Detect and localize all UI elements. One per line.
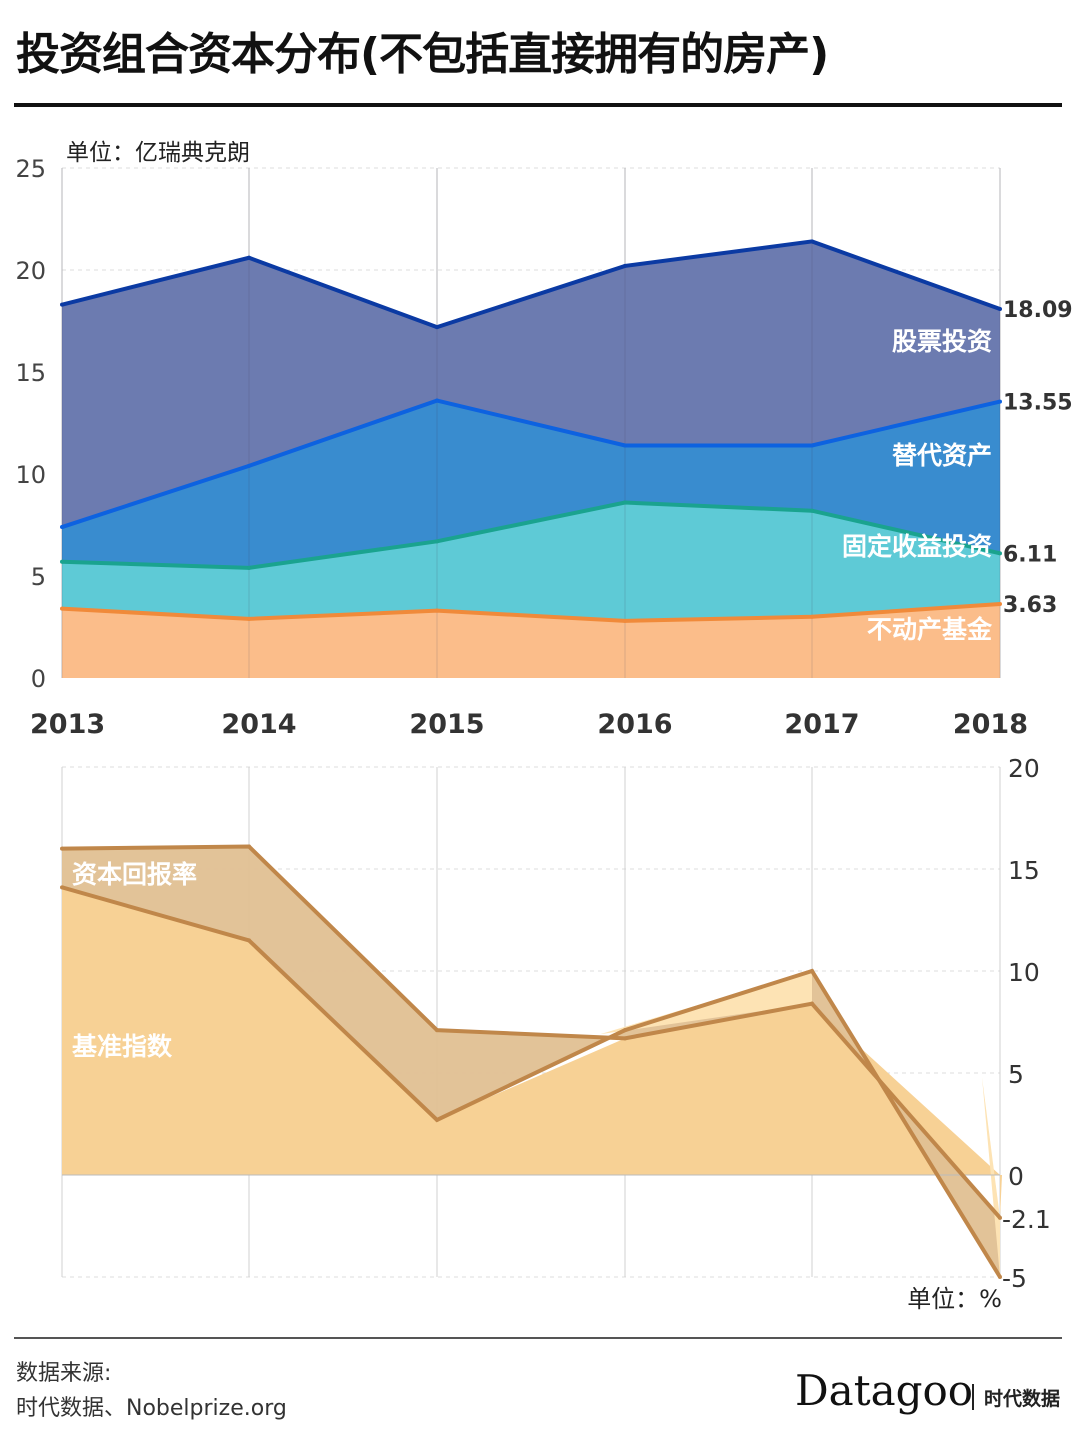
series-label: 替代资产 <box>892 441 992 470</box>
y-tick-label: 0 <box>1008 1162 1024 1191</box>
area-baseline <box>62 887 1000 1175</box>
end-value-label: 18.09 <box>1003 298 1073 323</box>
x-tick-label: 2018 <box>953 709 1028 740</box>
point-不动产基金 <box>60 606 64 611</box>
point-基准指数 <box>247 938 251 943</box>
source-label: 数据来源: <box>16 1361 112 1386</box>
point-资本回报率 <box>810 1001 814 1006</box>
area-替代资产 <box>62 400 1000 568</box>
end-value-label: -2.1 <box>1002 1205 1051 1234</box>
line-不动产基金 <box>61 601 1001 623</box>
line-基准指数 <box>61 885 1002 1279</box>
series-label: 股票投资 <box>892 327 992 356</box>
point-替代资产 <box>810 443 814 448</box>
end-value-label: -5 <box>1002 1264 1027 1293</box>
area-股票投资 <box>62 241 1000 528</box>
point-不动产基金 <box>247 616 251 621</box>
end-value-label: 13.55 <box>1003 391 1073 416</box>
point-资本回报率 <box>247 844 251 849</box>
point-固定收益投资 <box>60 559 64 564</box>
y-tick-label: 20 <box>15 257 46 285</box>
y-tick-label: 5 <box>31 563 46 591</box>
point-股票投资 <box>810 239 814 244</box>
unit-label: 单位：% <box>907 1285 1002 1313</box>
end-value-label: 6.11 <box>1003 542 1057 567</box>
x-tick-label: 2016 <box>597 709 672 740</box>
line-替代资产 <box>61 398 1001 529</box>
point-基准指数 <box>810 969 814 973</box>
logo-cn: 时代数据 <box>984 1388 1061 1410</box>
x-tick-label: 2015 <box>409 709 484 740</box>
point-固定收益投资 <box>998 551 1002 556</box>
line-股票投资 <box>61 239 1001 330</box>
y-tick-label: 15 <box>1008 856 1040 885</box>
point-基准指数 <box>623 1028 627 1033</box>
title-divider <box>14 103 1062 107</box>
y-tick-label: 20 <box>1008 754 1040 783</box>
line-固定收益投资 <box>61 500 1001 570</box>
point-股票投资 <box>623 263 627 268</box>
y-tick-label: 0 <box>31 665 46 693</box>
point-基准指数 <box>60 885 64 890</box>
series-label: 不动产基金 <box>867 615 993 644</box>
point-股票投资 <box>247 255 251 260</box>
y-tick-label: 10 <box>1008 958 1040 987</box>
x-tick-label: 2017 <box>784 709 859 740</box>
y-tick-label: 5 <box>1008 1060 1024 1089</box>
source-text: 时代数据、Nobelprize.org <box>16 1396 287 1421</box>
point-资本回报率 <box>623 1036 627 1041</box>
x-tick-label: 2014 <box>221 709 296 740</box>
point-替代资产 <box>435 398 439 403</box>
series-label: 固定收益投资 <box>842 532 992 561</box>
point-固定收益投资 <box>435 539 439 544</box>
area-固定收益投资 <box>62 502 1000 621</box>
point-替代资产 <box>247 463 251 468</box>
series-label: 资本回报率 <box>72 860 197 889</box>
point-股票投资 <box>998 306 1002 311</box>
point-不动产基金 <box>810 614 814 619</box>
point-资本回报率 <box>435 1028 439 1033</box>
logo-separator <box>972 1384 974 1410</box>
y-tick-label: 25 <box>15 155 46 183</box>
unit-label: 单位：亿瑞典克朗 <box>66 140 250 166</box>
end-value-label: 3.63 <box>1003 593 1057 618</box>
area-不动产基金 <box>62 603 1000 678</box>
y-tick-label: 15 <box>15 359 46 387</box>
point-替代资产 <box>998 399 1002 404</box>
datagoo-logo: Datagoo <box>795 1366 974 1415</box>
point-基准指数 <box>435 1117 439 1122</box>
point-替代资产 <box>623 443 627 448</box>
point-资本回报率 <box>998 1215 1002 1220</box>
point-资本回报率 <box>60 846 64 851</box>
point-固定收益投资 <box>810 508 814 513</box>
point-股票投资 <box>435 325 439 330</box>
point-不动产基金 <box>435 608 439 613</box>
portfolio-allocation-chart: 0 5 10 15 20 25 单位：亿瑞典克朗 3.63 6.11 13.55 18.09 不动产基… <box>15 140 1073 740</box>
point-不动产基金 <box>623 618 627 623</box>
page-title: 投资组合资本分布(不包括直接拥有的房产) <box>16 29 829 80</box>
area-between-series <box>62 846 1000 1277</box>
footer-divider <box>14 1337 1062 1339</box>
series-label: 基准指数 <box>72 1032 173 1061</box>
point-替代资产 <box>60 525 64 530</box>
point-固定收益投资 <box>247 565 251 570</box>
y-tick-label: 10 <box>15 461 46 489</box>
point-股票投资 <box>60 302 64 307</box>
point-基准指数 <box>998 1275 1002 1279</box>
point-不动产基金 <box>998 601 1002 606</box>
line-资本回报率 <box>61 844 1002 1220</box>
point-固定收益投资 <box>623 500 627 505</box>
x-tick-label: 2013 <box>30 709 105 740</box>
